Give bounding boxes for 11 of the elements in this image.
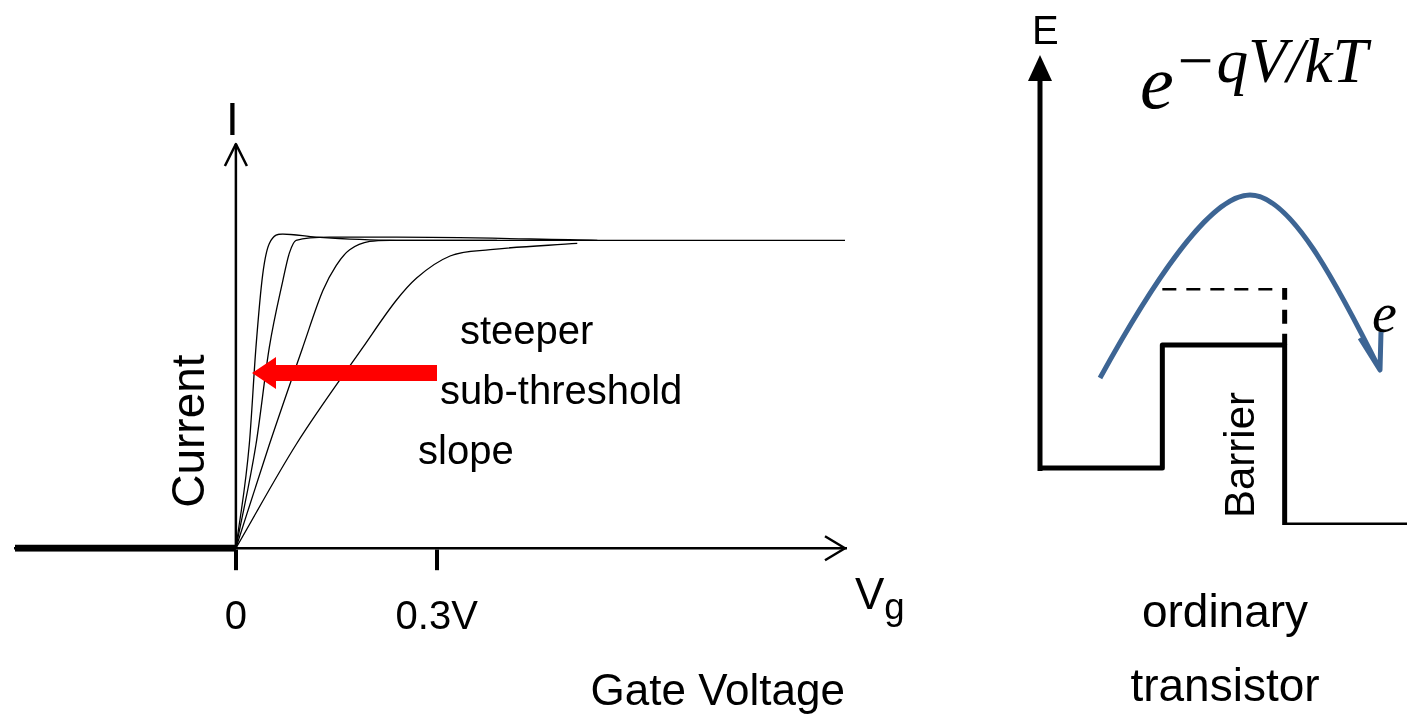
x-tick-label: 0 (224, 593, 248, 638)
x-axis-title: Gate Voltage (590, 664, 845, 714)
annotation: Barrier (1216, 391, 1263, 519)
annotation: e (1372, 282, 1397, 344)
y-axis-title: Current (161, 354, 214, 508)
x-tick-label: 0.3V (395, 593, 479, 638)
text: I (226, 93, 239, 145)
annotation: steeper sub-threshold slope (418, 307, 683, 474)
y-axis-title: E (1032, 8, 1059, 53)
text: V$_{g}$ (855, 569, 905, 627)
text: ordinary transistor (1129, 584, 1321, 713)
